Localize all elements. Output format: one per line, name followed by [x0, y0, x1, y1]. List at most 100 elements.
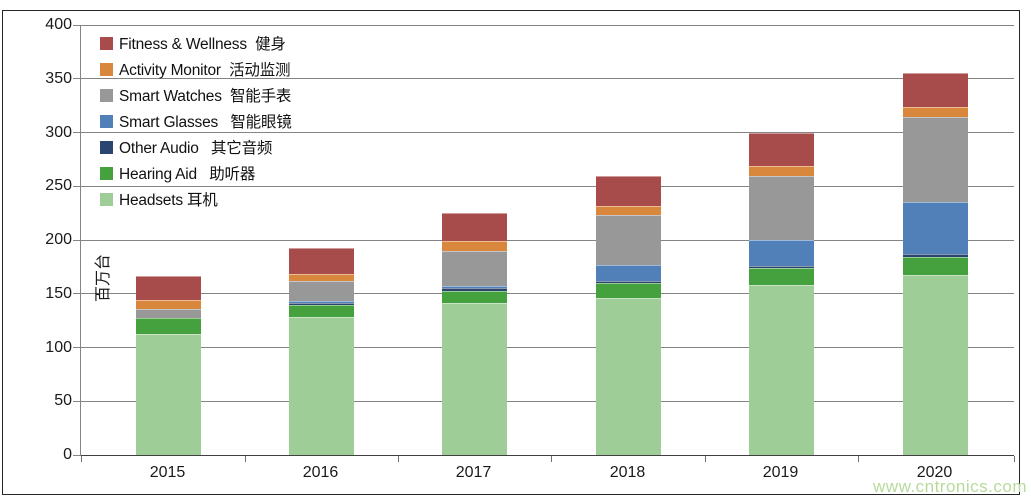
y-tick-label-350: 350 [45, 69, 72, 87]
legend-item-hearing: Hearing Aid 助听器 [100, 160, 292, 186]
legend-item-headsets: Headsets 耳机 [100, 186, 292, 212]
x-axis-tick-1 [244, 456, 246, 462]
x-category-label-2019: 2019 [762, 464, 799, 481]
bar-2019 [749, 132, 814, 455]
bar-segment-2019-smart [749, 175, 814, 241]
bar-segment-2016-hearing [289, 304, 354, 318]
x-category-label-2018: 2018 [609, 464, 646, 481]
x-axis-tick-6 [1013, 456, 1015, 462]
y-tick-label-0: 0 [63, 446, 72, 463]
legend-swatch-icon [100, 192, 113, 206]
legend-item-label: Other Audio 其它音频 [119, 140, 273, 157]
y-tick-0 [73, 454, 81, 456]
legend-item-label: Headsets 耳机 [119, 192, 218, 209]
y-tick-350 [73, 78, 81, 80]
y-tick-300 [73, 132, 81, 133]
x-axis-tick-2 [397, 456, 399, 462]
bar-segment-2016-smart [289, 280, 354, 302]
bar-segment-2017-activity [442, 241, 507, 251]
bar-segment-2020-smart [903, 202, 968, 254]
bar-segment-2020-other [903, 254, 968, 258]
bar-segment-2019-smart [749, 240, 814, 266]
bar-2016 [289, 247, 354, 455]
y-tick-label-300: 300 [45, 123, 72, 141]
legend-item-smart: Smart Watches 智能手表 [100, 82, 292, 108]
bar-segment-2020-activity [903, 106, 968, 118]
legend-swatch-icon [100, 36, 113, 50]
y-tick-400 [73, 24, 81, 26]
legend-item-smart: Smart Glasses 智能眼镜 [100, 108, 292, 134]
bar-segment-2020-hearing [903, 257, 968, 276]
bar-segment-2019-headsets [749, 285, 814, 455]
bar-segment-2015-headsets [136, 333, 201, 455]
legend-item-other: Other Audio 其它音频 [100, 134, 292, 160]
bar-segment-2018-fitness [596, 175, 661, 206]
legend-item-label: Fitness & Wellness 健身 [119, 36, 286, 53]
legend-item-label: Hearing Aid 助听器 [119, 166, 256, 183]
bar-segment-2018-hearing [596, 283, 661, 299]
y-tick-200 [73, 239, 81, 241]
bar-segment-2018-headsets [596, 298, 661, 455]
gridline-250 [81, 185, 1014, 187]
bar-segment-2017-smart [442, 286, 507, 289]
bar-segment-2016-other [289, 303, 354, 305]
legend-item-label: Activity Monitor 活动监测 [119, 62, 291, 79]
gridline-100 [81, 347, 1014, 348]
y-tick-100 [73, 347, 81, 348]
y-tick-150 [73, 293, 81, 295]
bar-segment-2020-smart [903, 117, 968, 203]
bar-segment-2019-activity [749, 165, 814, 176]
bar-2020 [903, 73, 968, 455]
bar-segment-2018-smart [596, 215, 661, 265]
bar-segment-2015-smart [136, 308, 201, 319]
bar-2015 [136, 275, 201, 455]
y-tick-label-250: 250 [45, 177, 72, 195]
y-tick-label-200: 200 [45, 231, 72, 248]
x-axis-line [81, 455, 1014, 456]
gridline-300 [81, 132, 1014, 133]
x-axis-tick-3 [551, 456, 552, 462]
x-category-label-2016: 2016 [302, 464, 339, 481]
y-tick-label-100: 100 [45, 338, 72, 356]
bar-segment-2015-fitness [136, 275, 201, 301]
legend-item-label: Smart Glasses 智能眼镜 [119, 114, 292, 131]
bar-2018 [596, 175, 661, 455]
watermark-text: www.cntronics.com [873, 477, 1027, 496]
y-tick-50 [73, 400, 81, 402]
gridline-150 [81, 293, 1014, 295]
bar-segment-2016-activity [289, 274, 354, 281]
bar-segment-2016-smart [289, 301, 354, 304]
chart-legend: Fitness & Wellness 健身 Activity Monitor 活动… [100, 30, 292, 212]
gridline-400 [81, 24, 1014, 26]
x-axis-tick-0 [80, 456, 82, 462]
bar-2017 [442, 213, 507, 455]
bar-segment-2020-headsets [903, 275, 968, 455]
y-tick-250 [73, 185, 81, 187]
y-tick-label-150: 150 [45, 284, 72, 302]
gridline-200 [81, 239, 1014, 241]
legend-swatch-icon [100, 140, 113, 154]
legend-item-label: Smart Watches 智能手表 [119, 88, 292, 105]
bar-segment-2015-activity [136, 300, 201, 309]
bar-segment-2016-fitness [289, 247, 354, 275]
x-category-label-2017: 2017 [455, 464, 492, 481]
bar-segment-2019-hearing [749, 267, 814, 286]
legend-item-activity: Activity Monitor 活动监测 [100, 56, 292, 82]
bar-segment-2017-smart [442, 250, 507, 287]
x-axis-tick-4 [704, 456, 706, 462]
x-category-label-2015: 2015 [149, 464, 186, 481]
y-tick-label-50: 50 [54, 392, 72, 410]
bar-segment-2018-activity [596, 205, 661, 216]
bar-segment-2016-headsets [289, 317, 354, 455]
bar-segment-2017-fitness [442, 213, 507, 242]
gridline-350 [81, 78, 1014, 80]
bar-segment-2017-hearing [442, 290, 507, 304]
bar-segment-2019-other [749, 265, 814, 268]
bar-segment-2015-hearing [136, 318, 201, 334]
bar-segment-2017-headsets [442, 303, 507, 455]
plot-area: 百万台 [73, 24, 1015, 462]
x-axis-tick-5 [858, 456, 859, 462]
y-axis-title: 百万台 [95, 254, 112, 303]
bar-segment-2019-fitness [749, 132, 814, 166]
